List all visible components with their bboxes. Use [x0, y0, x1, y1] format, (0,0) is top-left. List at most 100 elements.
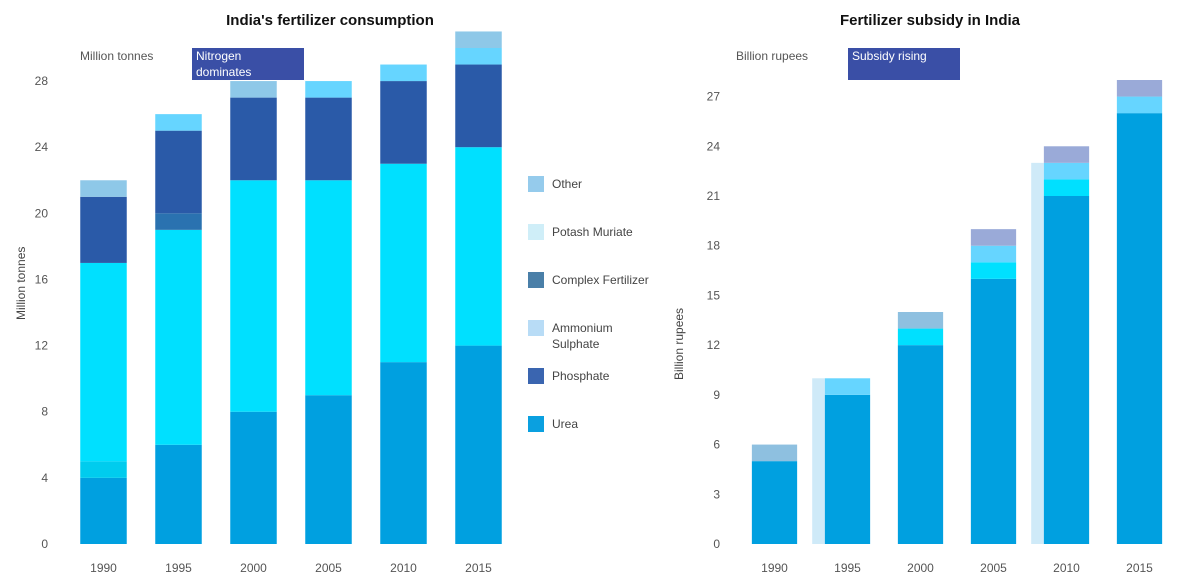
legend-swatch [528, 224, 544, 240]
left-bar-1990-urea [80, 477, 127, 544]
right-bar-chart: 0 3 6 9 12 15 18 21 24 27 1990 1995 2000 2005 2010 2015 [707, 80, 1163, 575]
left-x-tick-2005: 2005 [315, 561, 342, 575]
legend-item: Complex Fertilizer [528, 272, 658, 320]
left-y-tick-0: 0 [41, 537, 48, 551]
legend: Other Potash Muriate Complex Fertilizer Amm… [528, 176, 658, 464]
left-bar-2010-potash [380, 64, 427, 82]
legend-label: Ammonium Sulphate [552, 321, 613, 351]
left-bar-2010-phosphate [380, 81, 427, 164]
right-bar-2000-urea [897, 345, 944, 544]
left-x-tick-2015: 2015 [465, 561, 492, 575]
right-bar-2010-urea [1043, 196, 1090, 544]
right-bar-2005-nitrogen [970, 262, 1017, 279]
right-chart-title: Fertilizer subsidy in India [839, 12, 1021, 29]
right-highlight-box: Subsidy rising [848, 48, 960, 80]
legend-label: Other [552, 177, 583, 191]
right-bar-2015-complex [1116, 80, 1163, 97]
right-bar-2015-urea [1116, 113, 1163, 545]
left-y-tick-6: 24 [35, 140, 49, 154]
right-x-tick-2010: 2010 [1053, 561, 1080, 575]
legend-item: Phosphate [528, 368, 658, 416]
legend-label: Complex Fertilizer [552, 273, 649, 287]
right-y-tick-1: 3 [713, 487, 720, 501]
legend-item: Potash Muriate [528, 224, 658, 272]
left-y-tick-4: 16 [35, 272, 49, 286]
left-bar-1995-potash [155, 114, 202, 131]
right-x-tick-1990: 1990 [761, 561, 788, 575]
left-bar-2000-nitrogen [230, 180, 277, 412]
right-bar-2000-nitrogen [897, 328, 944, 346]
left-x-tick-1995: 1995 [165, 561, 192, 575]
left-x-tick-2000: 2000 [240, 561, 267, 575]
left-y-tick-5: 20 [35, 206, 49, 220]
left-bar-chart: 0 4 8 12 16 20 24 28 1990 1995 2000 2005 2010 2015 [35, 31, 502, 575]
right-bar-2005-potash [970, 245, 1017, 263]
left-bar-2015-phosphate [455, 64, 502, 148]
right-y-tick-3: 9 [713, 388, 720, 402]
left-y-tick-3: 12 [35, 339, 49, 353]
left-y-tick-7: 28 [35, 74, 49, 88]
right-bar-2005-complex [970, 229, 1017, 246]
right-bar-2015-potash [1116, 96, 1163, 114]
left-bar-1990-nitrogen [80, 262, 127, 462]
legend-swatch [528, 272, 544, 288]
right-y-tick-8: 24 [707, 139, 721, 153]
right-bar-2010-nitrogen [1043, 179, 1090, 196]
left-chart-subtitle: Million tonnes [80, 49, 154, 63]
legend-swatch [528, 320, 544, 336]
left-bar-2015-urea [455, 345, 502, 544]
left-bar-1990-phosphate [80, 196, 127, 263]
left-bar-1995-complex [155, 213, 202, 230]
legend-item: Ammonium Sulphate [528, 320, 658, 368]
legend-label: Phosphate [552, 369, 610, 383]
legend-swatch [528, 176, 544, 192]
left-chart-title: India's fertilizer consumption [226, 12, 434, 29]
left-x-tick-2010: 2010 [390, 561, 417, 575]
left-x-tick-1990: 1990 [90, 561, 117, 575]
left-bar-2005-potash [305, 81, 352, 98]
left-y-tick-2: 8 [41, 405, 48, 419]
right-bar-1990-urea [751, 461, 798, 544]
right-y-tick-6: 18 [707, 239, 721, 253]
right-x-tick-2000: 2000 [907, 561, 934, 575]
left-bar-2000-phosphate [230, 97, 277, 181]
right-chart-subtitle: Billion rupees [736, 49, 809, 63]
left-bar-1995-phosphate [155, 130, 202, 214]
right-bar-2010-complex [1043, 146, 1090, 163]
left-bar-1995-urea [155, 444, 202, 544]
right-bar-2005-urea [970, 278, 1017, 544]
left-bar-1995-nitrogen [155, 229, 202, 445]
left-bar-2015-other [455, 31, 502, 48]
left-y-tick-1: 4 [41, 471, 48, 485]
left-bar-2005-phosphate [305, 97, 352, 181]
right-bar-2000-other [897, 312, 944, 329]
right-highlight-label: Subsidy rising [852, 49, 927, 63]
left-bar-1990-dap [80, 461, 127, 478]
right-bar-1990-other [751, 444, 798, 462]
right-y-tick-7: 21 [707, 189, 721, 203]
left-bar-2010-nitrogen [380, 163, 427, 363]
legend-label: Urea [552, 417, 579, 431]
left-highlight-box: Nitrogen dominates [192, 48, 304, 80]
right-y-tick-2: 6 [713, 438, 720, 452]
right-chart-panel: Fertilizer subsidy in India Billion rupe… [660, 0, 1200, 583]
right-x-tick-2015: 2015 [1126, 561, 1153, 575]
left-highlight-label: Nitrogen dominates [196, 49, 252, 79]
right-bar-2010-potash [1043, 162, 1090, 180]
left-bar-1990-other [80, 180, 127, 197]
right-shadow-bar-1995 [812, 378, 825, 544]
right-y-tick-4: 12 [707, 338, 721, 352]
right-y-tick-9: 27 [707, 90, 721, 104]
legend-item: Other [528, 176, 658, 224]
right-bar-1995-urea [824, 394, 871, 544]
left-bar-2015-nitrogen [455, 147, 502, 346]
legend-swatch [528, 416, 544, 432]
legend-swatch [528, 368, 544, 384]
legend-label: Potash Muriate [552, 225, 633, 239]
right-shadow-bar-2010 [1031, 162, 1044, 544]
right-bar-1995-potash [824, 378, 871, 395]
legend-item: Urea [528, 416, 658, 464]
right-y-tick-0: 0 [713, 537, 720, 551]
right-x-tick-1995: 1995 [834, 561, 861, 575]
left-bar-2005-urea [305, 395, 352, 544]
